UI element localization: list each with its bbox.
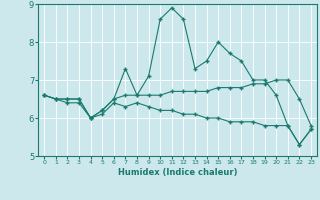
- X-axis label: Humidex (Indice chaleur): Humidex (Indice chaleur): [118, 168, 237, 177]
